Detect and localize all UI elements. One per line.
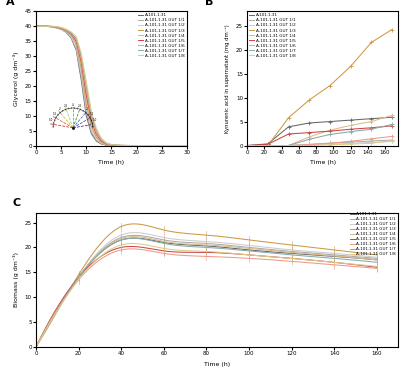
- Y-axis label: Kynurenic acid in supernatant (mg dm⁻³): Kynurenic acid in supernatant (mg dm⁻³): [226, 24, 230, 133]
- Text: A: A: [6, 0, 14, 7]
- Y-axis label: Glycerol (g dm⁻³): Glycerol (g dm⁻³): [13, 51, 19, 106]
- Legend: A-101.1.31, A-101.1.31 GUT 1/1, A-101.1.31 GUT 1/2, A-101.1.31 GUT 1/3, A-101.1.: A-101.1.31, A-101.1.31 GUT 1/1, A-101.1.…: [249, 14, 296, 58]
- X-axis label: Time (h): Time (h): [310, 160, 336, 165]
- X-axis label: Time (h): Time (h): [204, 362, 230, 366]
- Legend: A-101.1.31, A-101.1.31 GUT 1/1, A-101.1.31 GUT 1/2, A-101.1.31 GUT 1/3, A-101.1.: A-101.1.31, A-101.1.31 GUT 1/1, A-101.1.…: [138, 14, 185, 58]
- Text: C: C: [12, 198, 20, 208]
- X-axis label: Time (h): Time (h): [98, 160, 124, 165]
- Legend: A-101.1.31, A-101.1.31 GUT 1/1, A-101.1.31 GUT 1/2, A-101.1.31 GUT 1/3, A-101.1.: A-101.1.31, A-101.1.31 GUT 1/1, A-101.1.…: [350, 212, 396, 256]
- Text: B: B: [205, 0, 213, 7]
- Y-axis label: Biomass (g dm⁻³): Biomass (g dm⁻³): [13, 252, 19, 307]
